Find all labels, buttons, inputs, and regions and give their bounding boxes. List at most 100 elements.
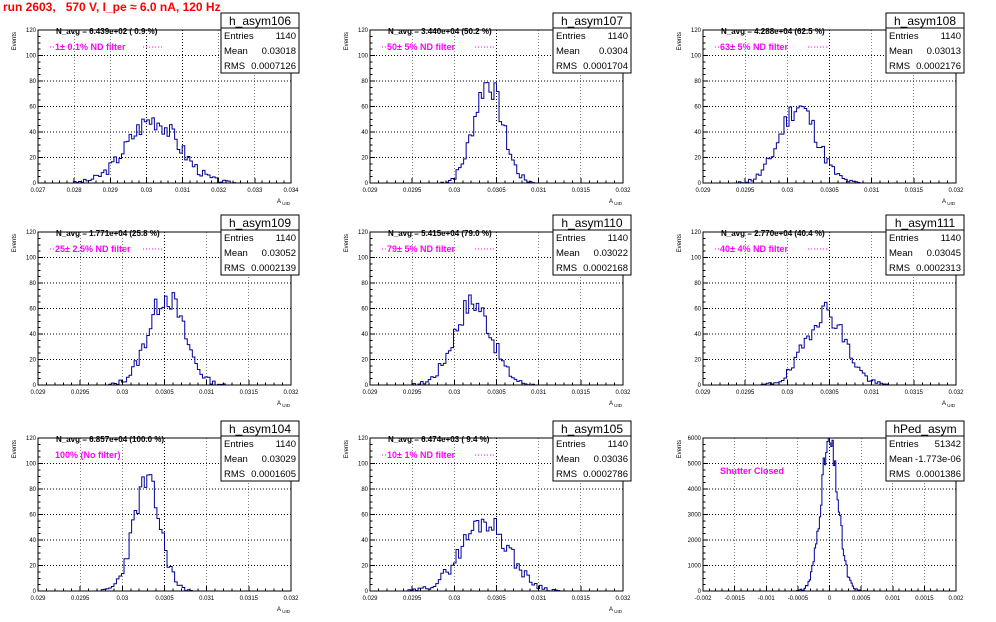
y-tick-label: 80 bbox=[694, 281, 701, 287]
x-axis-title: A UID bbox=[277, 199, 291, 206]
stats-box: hPed_asym Entries 51342 Mean -1.773e-06 RMS 0.… bbox=[885, 420, 965, 482]
y-axis-title: Events bbox=[677, 234, 683, 252]
x-tick-label: 0.031 bbox=[199, 390, 215, 396]
stats-box-frame bbox=[885, 12, 965, 74]
x-tick-label: 0.03 bbox=[781, 188, 793, 194]
y-tick-label: 100 bbox=[358, 256, 369, 262]
y-tick-label: 120 bbox=[26, 28, 37, 34]
y-tick-label: 100 bbox=[26, 54, 37, 60]
navg-label: N_avg = 4.288e+04 (62.5 %) bbox=[721, 27, 825, 36]
y-axis-title: Events bbox=[344, 440, 350, 458]
x-tick-label: 0.031 bbox=[199, 596, 215, 602]
x-tick-label: -0.0015 bbox=[724, 596, 745, 602]
filter-label: 10± 1% ND filter bbox=[387, 450, 455, 460]
x-tick-label: -0.001 bbox=[758, 596, 776, 602]
stats-label: RMS bbox=[889, 469, 910, 480]
y-tick-label: 120 bbox=[691, 230, 702, 236]
y-tick-label: 20 bbox=[29, 156, 36, 162]
y-tick-label: 40 bbox=[361, 538, 368, 544]
stats-label: Entries bbox=[556, 439, 586, 450]
stats-label: Mean bbox=[889, 248, 913, 259]
x-tick-label: 0.0315 bbox=[240, 390, 259, 396]
y-tick-label: 80 bbox=[29, 487, 36, 493]
histogram-panel-h_asym109: 0.029 0.0295 0.03 0.0305 0.031 0.0315 0.032 0 20… bbox=[12, 214, 300, 408]
stats-value: 0.0001386 bbox=[916, 469, 961, 480]
x-axis-title: A UID bbox=[942, 401, 956, 408]
y-tick-label: 20 bbox=[361, 358, 368, 364]
y-tick-label: 40 bbox=[29, 130, 36, 136]
y-tick-label: 80 bbox=[29, 281, 36, 287]
x-tick-label: 0.031 bbox=[864, 188, 880, 194]
stats-box-frame bbox=[220, 12, 300, 74]
y-tick-label: 4000 bbox=[688, 487, 702, 493]
y-tick-label: 0 bbox=[698, 383, 702, 389]
x-axis-title: A UID bbox=[277, 401, 291, 408]
stats-label: Entries bbox=[889, 233, 919, 244]
x-tick-label: 0.0315 bbox=[905, 390, 924, 396]
y-tick-label: 6000 bbox=[688, 436, 702, 442]
stats-box: h_asym106 Entries 1140 Mean 0.03018 RMS 0.0007… bbox=[220, 12, 300, 74]
histogram-name: h_asym106 bbox=[229, 14, 291, 28]
x-tick-label: 0.028 bbox=[67, 188, 83, 194]
x-tick-label: 0.032 bbox=[615, 188, 631, 194]
filter-label: 79± 5% ND filter bbox=[387, 244, 455, 254]
y-tick-label: 60 bbox=[694, 105, 701, 111]
y-tick-label: 100 bbox=[691, 256, 702, 262]
x-axis-title: A UID bbox=[609, 607, 623, 614]
filter-label: 1± 0.1% ND filter bbox=[55, 42, 126, 52]
stats-value: 1140 bbox=[941, 233, 961, 244]
stats-label: Entries bbox=[224, 31, 254, 42]
x-tick-label: 0.029 bbox=[695, 188, 711, 194]
y-tick-label: 40 bbox=[694, 130, 701, 136]
filter-label: 100% (No filter) bbox=[55, 450, 121, 460]
histogram-line bbox=[38, 117, 291, 184]
x-tick-label: 0.032 bbox=[283, 390, 299, 396]
y-tick-label: 0 bbox=[365, 589, 369, 595]
x-tick-label: -0.002 bbox=[694, 596, 712, 602]
stats-value: 0.0007126 bbox=[251, 61, 296, 72]
filter-label: 25± 2.5% ND filter bbox=[55, 244, 131, 254]
x-tick-label: 0.03 bbox=[448, 390, 460, 396]
stats-label: RMS bbox=[556, 469, 577, 480]
y-tick-label: 1000 bbox=[688, 564, 702, 570]
x-tick-label: 0.0295 bbox=[403, 390, 422, 396]
x-axis-subscript: UID bbox=[613, 403, 623, 408]
stats-label: Mean bbox=[224, 248, 248, 259]
stats-label: Entries bbox=[556, 233, 586, 244]
x-tick-label: 0.032 bbox=[211, 188, 227, 194]
y-tick-label: 100 bbox=[358, 54, 369, 60]
y-tick-label: 0 bbox=[33, 383, 37, 389]
x-axis-subscript: UID bbox=[281, 201, 291, 206]
histogram-panel-h_asym107: 0.029 0.0295 0.03 0.0305 0.031 0.0315 0.032 0 20… bbox=[344, 12, 632, 206]
stats-label: RMS bbox=[224, 263, 245, 274]
x-tick-label: 0.0305 bbox=[155, 596, 174, 602]
y-tick-label: 40 bbox=[361, 130, 368, 136]
stats-label: RMS bbox=[556, 263, 577, 274]
x-tick-label: 0.0315 bbox=[240, 596, 259, 602]
histogram-name: h_asym108 bbox=[894, 14, 956, 28]
x-tick-label: 0.029 bbox=[695, 390, 711, 396]
x-tick-label: 0.03 bbox=[781, 390, 793, 396]
stats-label: Mean bbox=[556, 248, 580, 259]
y-tick-label: 100 bbox=[358, 462, 369, 468]
x-tick-label: 0.031 bbox=[531, 188, 547, 194]
stats-value: 0.03018 bbox=[262, 46, 296, 57]
x-tick-label: 0.032 bbox=[948, 188, 964, 194]
stats-value: 0.0001704 bbox=[583, 61, 628, 72]
y-tick-label: 80 bbox=[361, 281, 368, 287]
stats-label: Entries bbox=[556, 31, 586, 42]
x-tick-label: 0.031 bbox=[175, 188, 191, 194]
stats-value: 1140 bbox=[941, 31, 961, 42]
x-tick-label: 0.0295 bbox=[736, 390, 755, 396]
y-tick-label: 40 bbox=[694, 332, 701, 338]
x-tick-label: 0.0305 bbox=[487, 390, 506, 396]
stats-value: 0.0002313 bbox=[916, 263, 961, 274]
stats-label: Entries bbox=[224, 439, 254, 450]
stats-box: h_asym104 Entries 1140 Mean 0.03029 RMS 0.0001… bbox=[220, 420, 300, 482]
x-tick-label: 0.0305 bbox=[487, 596, 506, 602]
y-tick-label: 100 bbox=[26, 462, 37, 468]
stats-box-frame bbox=[220, 420, 300, 482]
stats-label: Entries bbox=[889, 31, 919, 42]
stats-box-frame bbox=[885, 420, 965, 482]
stats-box-frame bbox=[220, 214, 300, 276]
